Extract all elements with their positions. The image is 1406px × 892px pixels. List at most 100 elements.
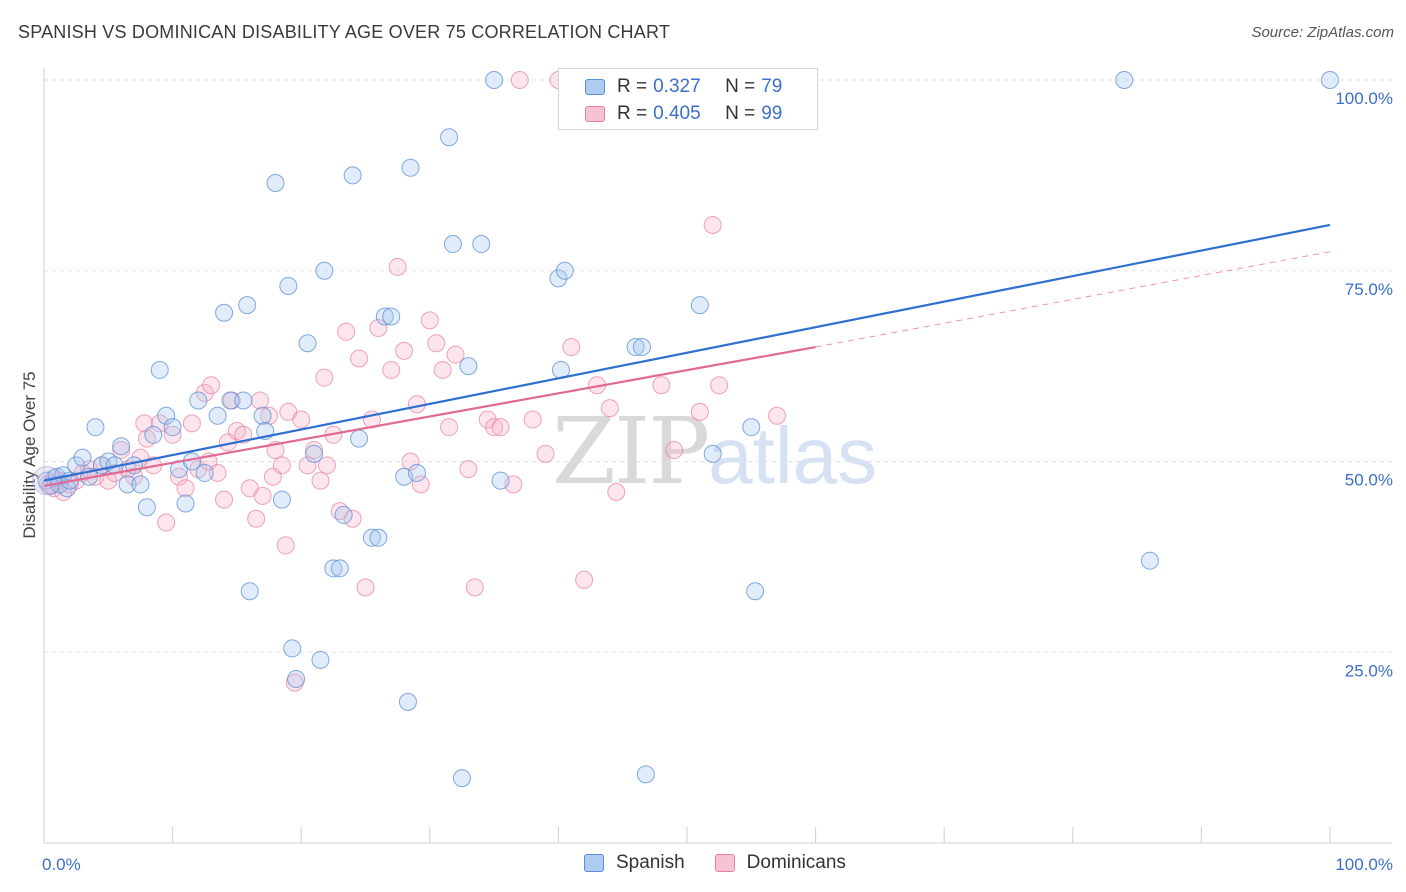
data-point-spanish — [459, 357, 478, 376]
data-point-spanish — [491, 471, 510, 490]
data-point-spanish — [555, 261, 574, 280]
data-point-spanish — [73, 448, 92, 467]
data-point-spanish — [452, 769, 471, 788]
data-point-spanish — [305, 444, 324, 463]
legend-row-spanish: R = 0.327 N = 79 — [585, 75, 782, 99]
data-point-spanish — [330, 559, 349, 578]
data-point-spanish — [253, 406, 272, 425]
chart-title: SPANISH VS DOMINICAN DISABILITY AGE OVER… — [18, 22, 671, 42]
data-point-spanish — [485, 71, 504, 89]
data-point-spanish — [407, 463, 426, 482]
data-point-dominicans — [388, 257, 407, 276]
data-point-spanish — [690, 296, 709, 315]
x-tick-label: 100.0% — [1335, 855, 1393, 874]
data-point-spanish — [176, 494, 195, 513]
data-point-dominicans — [202, 376, 221, 395]
legend-r-label: R = — [617, 103, 648, 124]
data-point-dominicans — [112, 441, 131, 460]
data-point-spanish — [215, 303, 234, 322]
data-point-dominicans — [170, 467, 189, 486]
data-point-spanish — [315, 261, 334, 280]
legend-n-value: 99 — [761, 103, 783, 124]
data-point-dominicans — [163, 425, 182, 444]
legend-item-dominicans[interactable]: Dominicans — [714, 852, 846, 874]
legend-item-spanish[interactable]: Spanish — [584, 852, 685, 874]
data-point-dominicans — [176, 479, 195, 498]
data-point-spanish — [189, 391, 208, 410]
data-point-spanish — [443, 235, 462, 254]
data-point-spanish — [382, 307, 401, 326]
legend-label-dominicans: Dominicans — [746, 852, 846, 873]
data-point-spanish — [1321, 71, 1339, 89]
series-legend: Spanish Dominicans — [584, 852, 876, 874]
data-point-dominicans — [459, 460, 478, 479]
data-point-dominicans — [195, 383, 214, 402]
data-point-spanish — [266, 174, 285, 193]
trend-line-dominicans-extension — [815, 251, 1331, 348]
data-point-spanish — [163, 418, 182, 437]
axes — [43, 68, 1392, 844]
y-tick-label: 50.0% — [1345, 471, 1393, 490]
data-point-spanish — [287, 669, 306, 688]
data-point-spanish — [86, 418, 105, 437]
data-point-spanish — [401, 158, 420, 177]
data-point-dominicans — [292, 410, 311, 429]
data-point-spanish — [221, 391, 240, 410]
data-point-dominicans — [536, 444, 555, 463]
data-point-dominicans — [510, 71, 529, 89]
data-point-dominicans — [369, 318, 388, 337]
trend-line-dominicans — [43, 345, 816, 487]
data-point-spanish — [283, 639, 302, 658]
data-point-dominicans — [208, 463, 227, 482]
data-point-dominicans — [427, 334, 446, 353]
data-point-dominicans — [182, 414, 201, 433]
legend-swatch-spanish — [584, 854, 604, 872]
data-point-dominicans — [311, 471, 330, 490]
legend-swatch-dominicans — [714, 854, 735, 872]
data-point-dominicans — [253, 486, 272, 505]
legend-n-label: N = — [725, 76, 756, 97]
data-point-spanish — [549, 269, 568, 288]
data-point-dominicans — [337, 322, 356, 341]
legend-swatch-dominicans — [585, 106, 605, 122]
data-point-dominicans — [600, 399, 619, 418]
x-tick-label: 0.0% — [42, 855, 81, 874]
tick-labels: 100.0% 75.0% 50.0% 25.0% 0.0% 100.0% — [42, 89, 1393, 874]
data-point-spanish — [632, 338, 651, 357]
data-point-dominicans — [157, 513, 176, 532]
y-tick-label: 100.0% — [1335, 89, 1393, 108]
data-point-spanish — [375, 307, 394, 326]
data-point-dominicans — [247, 509, 266, 528]
data-point-spanish — [334, 505, 353, 524]
spanish-points — [32, 71, 1339, 788]
trend-lines — [43, 223, 1331, 487]
data-point-spanish — [195, 463, 214, 482]
data-point-spanish — [440, 128, 459, 147]
data-point-spanish — [112, 437, 131, 456]
data-point-dominicans — [317, 456, 336, 475]
data-point-spanish — [272, 490, 291, 509]
data-point-spanish — [208, 406, 227, 425]
data-point-dominicans — [215, 490, 234, 509]
data-point-spanish — [472, 235, 491, 254]
gridlines — [44, 79, 1392, 653]
data-point-dominicans — [251, 391, 270, 410]
data-point-spanish — [626, 338, 645, 357]
data-point-spanish — [240, 582, 259, 601]
legend-n-value: 79 — [761, 76, 783, 97]
data-point-dominicans — [491, 418, 510, 437]
source-label: Source: ZipAtlas.com — [1251, 24, 1394, 41]
data-point-dominicans — [350, 349, 369, 368]
watermark: ZIPatlas — [552, 398, 877, 505]
data-point-spanish — [137, 498, 156, 517]
legend-r-value: 0.327 — [653, 76, 701, 97]
data-point-spanish — [157, 406, 176, 425]
watermark-zip: ZIP — [552, 398, 710, 505]
data-point-spanish — [279, 277, 298, 296]
data-point-spanish — [311, 650, 330, 669]
y-tick-label: 75.0% — [1345, 280, 1393, 299]
trend-line-spanish — [43, 223, 1331, 482]
data-point-spanish — [343, 166, 362, 185]
legend-n-label: N = — [725, 103, 756, 124]
